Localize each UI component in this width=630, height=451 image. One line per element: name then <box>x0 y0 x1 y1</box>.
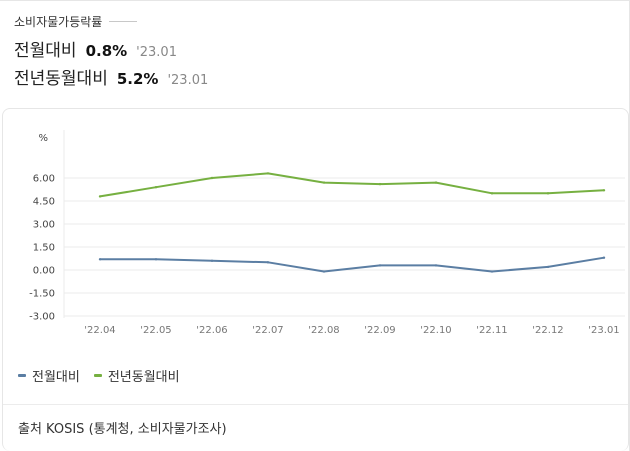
x-tick-label: '22.09 <box>364 325 395 336</box>
data-point <box>98 258 102 261</box>
y-tick-label: 1.50 <box>33 243 55 254</box>
y-tick-label: 0.00 <box>33 266 55 277</box>
y-tick-label: 3.00 <box>33 220 55 231</box>
divider <box>3 404 628 405</box>
data-point <box>434 181 438 184</box>
stat-label-yoy: 전년동월대비 <box>14 69 108 89</box>
stat-value-yoy: 5.2% <box>116 70 159 88</box>
series-layer <box>98 172 606 273</box>
legend-item-yoy[interactable]: 전년동월대비 <box>93 366 180 385</box>
stat-label-mom: 전월대비 <box>14 41 77 61</box>
data-point <box>154 258 158 261</box>
x-tick-label: '22.10 <box>420 325 451 336</box>
data-point <box>266 172 270 175</box>
series-line-0 <box>100 256 605 273</box>
data-point <box>490 270 494 273</box>
y-tick-label: 6.00 <box>33 174 55 185</box>
y-tick-label: -3.00 <box>29 312 55 323</box>
summary-header: 소비자물가등락률 전월대비 0.8% '23.01 전년동월대비 5.2% '2… <box>14 12 614 90</box>
title-line <box>109 20 138 22</box>
stat-date-yoy: '23.01 <box>167 73 209 88</box>
data-point <box>322 181 326 184</box>
y-tick-label: -1.50 <box>29 289 55 300</box>
stat-date-mom: '23.01 <box>136 45 177 60</box>
y-axis: % 6.00 4.50 3.00 1.50 0.00 -1.50 -3.00 <box>29 133 55 323</box>
data-point <box>154 186 158 189</box>
stat-row-mom: 전월대비 0.8% '23.01 <box>14 36 614 61</box>
grid-layer <box>63 130 625 318</box>
x-tick-label: '22.08 <box>308 325 339 336</box>
x-tick-label: '23.01 <box>588 325 619 336</box>
top-border <box>0 0 630 1</box>
line-chart: %6.004.503.001.500.00-1.50-3.00 '22.04'2… <box>29 130 625 336</box>
x-tick-label: '22.04 <box>84 325 115 336</box>
data-point <box>434 264 438 267</box>
data-point <box>210 259 214 262</box>
legend-item-mom[interactable]: 전월대비 <box>18 366 80 385</box>
x-tick-label: '22.05 <box>140 325 171 336</box>
y-unit-label: % <box>38 133 48 144</box>
data-point <box>546 265 550 269</box>
header-title: 소비자물가등락률 <box>14 14 103 29</box>
data-point <box>210 176 214 180</box>
x-tick-label: '22.06 <box>196 325 227 336</box>
data-point <box>266 261 270 264</box>
data-point <box>602 256 606 259</box>
data-point <box>602 189 606 192</box>
data-point <box>98 195 102 198</box>
legend-label-mom: 전월대비 <box>32 370 80 385</box>
x-tick-label: '22.12 <box>532 325 563 336</box>
data-point <box>546 192 550 195</box>
data-point <box>490 192 494 195</box>
chart-card <box>2 108 629 451</box>
x-axis: '22.04 '22.05 '22.06 '22.07 '22.08 '22.09 '22.… <box>84 325 619 336</box>
legend-label-yoy: 전년동월대비 <box>107 370 180 385</box>
header-title-row: 소비자물가등락률 <box>14 12 614 30</box>
series-line-1 <box>99 172 605 198</box>
x-tick-label: '22.07 <box>252 325 283 336</box>
data-point <box>378 264 382 267</box>
y-tick-label: 4.50 <box>33 197 55 208</box>
legend-swatch-mom <box>18 374 26 377</box>
source-note: 출처 KOSIS (통계청, 소비자물가조사) <box>18 422 227 437</box>
stat-value-mom: 0.8% <box>85 42 128 60</box>
x-tick-label: '22.11 <box>476 325 507 336</box>
legend-swatch-yoy <box>93 374 102 377</box>
data-point <box>322 270 326 273</box>
stat-row-yoy: 전년동월대비 5.2% '23.01 <box>14 64 614 89</box>
data-point <box>378 182 382 186</box>
chart-legend: 전월대비 전년동월대비 <box>18 366 194 385</box>
